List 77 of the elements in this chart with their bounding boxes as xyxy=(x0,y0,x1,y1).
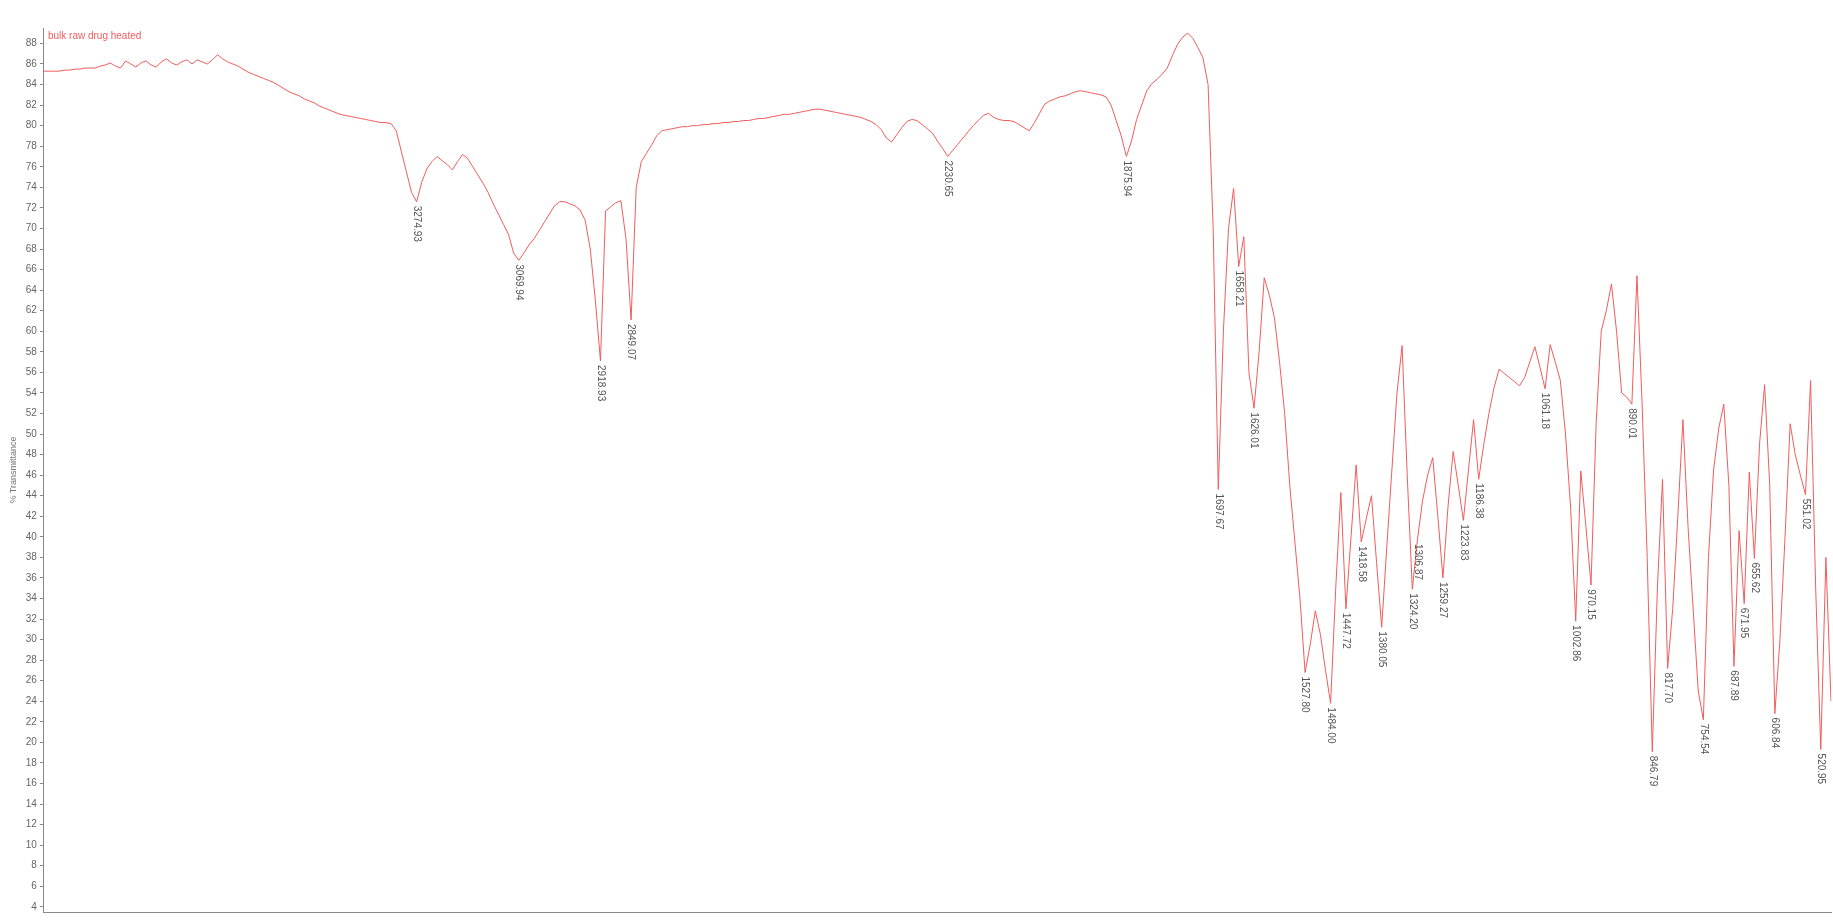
y-tick-label: 14 xyxy=(25,797,38,809)
annotation: 754.54 xyxy=(1698,723,1710,755)
y-tick-label: 28 xyxy=(25,653,38,665)
annotation: 1527.80 xyxy=(1300,676,1312,714)
y-tick-label: 82 xyxy=(25,98,38,110)
y-tick-label: 70 xyxy=(25,222,38,234)
y-tick-label: 16 xyxy=(25,777,38,789)
y-tick-label: 20 xyxy=(25,736,38,748)
y-tick-label: 44 xyxy=(25,489,38,501)
annotation: 2918.93 xyxy=(595,365,607,402)
y-tick-label: 50 xyxy=(25,427,38,439)
y-tick-label: 88 xyxy=(25,37,38,49)
annotation: 890.01 xyxy=(1627,408,1639,440)
y-tick-label: 62 xyxy=(25,304,38,316)
y-tick-label: 40 xyxy=(25,530,38,542)
annotation: 1658.21 xyxy=(1233,270,1245,308)
y-tick-label: 48 xyxy=(25,448,38,460)
annotation: 2230.65 xyxy=(942,160,954,198)
y-tick-label: 66 xyxy=(25,263,38,275)
y-tick-label: 32 xyxy=(25,612,38,624)
y-tick-label: 84 xyxy=(25,78,38,90)
y-tick-label: 64 xyxy=(25,283,38,295)
annotation: 1002.86 xyxy=(1570,625,1582,662)
annotation: 1697.67 xyxy=(1213,493,1225,531)
annotation: 970.15 xyxy=(1586,589,1598,621)
annotation: 1380.05 xyxy=(1376,631,1388,668)
annotation: 671.95 xyxy=(1739,607,1751,639)
y-tick-label: 54 xyxy=(25,386,38,398)
y-tick-label: 4 xyxy=(31,900,38,912)
y-tick-label: 60 xyxy=(25,324,38,336)
y-tick-label: 34 xyxy=(25,592,38,604)
y-tick-label: 74 xyxy=(25,181,38,193)
y-tick-label: 42 xyxy=(25,510,38,522)
annotation: 687.89 xyxy=(1729,670,1741,702)
y-tick-label: 76 xyxy=(25,160,38,172)
y-tick-label: 68 xyxy=(25,242,38,254)
y-tick-label: 26 xyxy=(25,674,38,686)
y-tick-label: 12 xyxy=(25,818,38,830)
annotation: 520.95 xyxy=(1816,753,1828,785)
annotation: 1259.27 xyxy=(1438,581,1450,619)
annotation: 1875.94 xyxy=(1121,160,1133,198)
annotation: 3069.94 xyxy=(514,264,526,301)
y-tick-label: 30 xyxy=(25,633,38,645)
y-tick-label: 56 xyxy=(25,366,38,378)
annotation: 1061.18 xyxy=(1540,392,1552,430)
y-tick-label: 46 xyxy=(25,468,38,480)
y-tick-label: 38 xyxy=(25,551,38,563)
annotation: 1626.01 xyxy=(1249,412,1261,449)
y-tick-label: 8 xyxy=(31,859,38,871)
annotation: 655.62 xyxy=(1749,562,1761,594)
y-axis-title: % Transmittance xyxy=(7,436,18,504)
y-tick-label: 22 xyxy=(25,715,38,727)
annotation: 2849.07 xyxy=(626,323,638,361)
annotation: 1223.83 xyxy=(1458,524,1470,561)
y-tick-label: 24 xyxy=(25,695,38,707)
y-tick-label: 78 xyxy=(25,139,38,151)
y-tick-label: 36 xyxy=(25,571,38,583)
y-tick-label: 18 xyxy=(25,756,38,768)
annotation: 551.02 xyxy=(1800,498,1812,530)
y-tick-label: 6 xyxy=(31,880,38,892)
annotation: 1447.72 xyxy=(1341,612,1353,650)
annotation: 817.70 xyxy=(1662,672,1674,704)
y-tick-label: 80 xyxy=(25,119,38,131)
y-tick-label: 86 xyxy=(25,57,38,69)
annotation: 1484.00 xyxy=(1325,707,1337,744)
annotation: 1306.87 xyxy=(1412,543,1424,581)
annotation: 1324.20 xyxy=(1407,593,1419,630)
y-tick-label: 10 xyxy=(25,838,38,850)
y-tick-label: 58 xyxy=(25,345,38,357)
annotation: 846.79 xyxy=(1647,755,1659,787)
annotation: 606.84 xyxy=(1770,717,1782,749)
text: bulk raw drug heated xyxy=(47,29,142,41)
annotation: 3274.93 xyxy=(411,205,423,243)
annotation: 1186.38 xyxy=(1473,483,1485,520)
annotation: 1418.58 xyxy=(1356,545,1368,583)
y-tick-label: 52 xyxy=(25,407,38,419)
y-tick-label: 72 xyxy=(25,201,38,213)
